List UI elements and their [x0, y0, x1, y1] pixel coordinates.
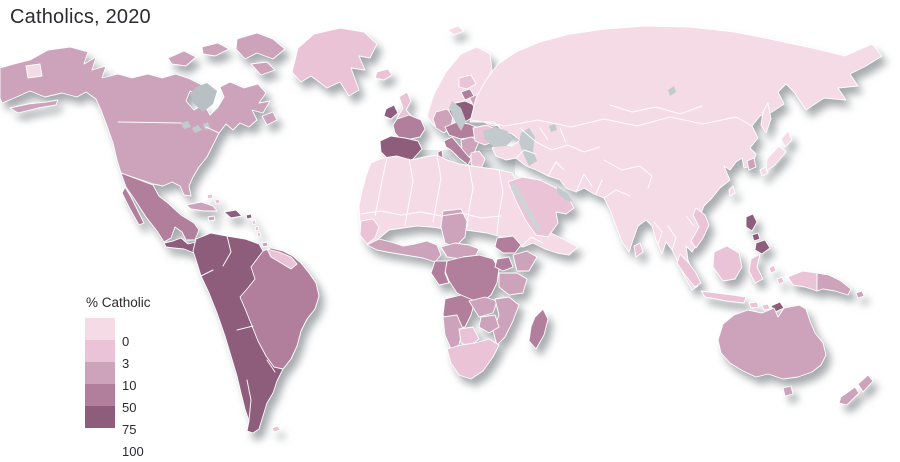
country-borders: [117, 104, 753, 421]
country-canada-usa: [0, 46, 271, 197]
country-sri-lanka: [633, 242, 644, 258]
country-trinidad: [261, 241, 269, 248]
country-south-africa: [446, 338, 500, 380]
caspian-sea: [519, 128, 537, 166]
aral-sea: [549, 124, 557, 132]
country-south-korea: [746, 157, 757, 171]
legend-swatch: [85, 362, 115, 384]
baltic-sea: [449, 101, 466, 131]
country-kenya: [512, 250, 538, 272]
legend-tick: 75: [122, 422, 137, 437]
country-greenland: [291, 27, 378, 97]
legend-swatch: [85, 318, 115, 340]
page-title: Catholics, 2020: [10, 6, 151, 28]
legend-tick: 10: [122, 378, 137, 393]
legend-title: % Catholic: [86, 295, 151, 310]
country-zambia: [468, 296, 498, 318]
country-australia: [717, 304, 827, 397]
legend-swatch-column: [85, 318, 115, 428]
country-madagascar: [528, 308, 549, 350]
country-cuba: [185, 201, 218, 212]
country-namibia: [442, 314, 464, 350]
country-west-africa: [366, 238, 442, 263]
country-chukotka-fragment: [25, 63, 43, 79]
persian-gulf: [557, 187, 573, 202]
country-zimbabwe: [478, 314, 500, 334]
legend-tick: 0: [122, 334, 130, 349]
country-congo-gabon: [430, 260, 450, 286]
country-taiwan: [728, 185, 736, 197]
country-ireland: [383, 104, 399, 120]
country-puerto-rico: [245, 213, 253, 220]
legend-swatch: [85, 384, 115, 406]
country-falkland-islands: [271, 425, 281, 433]
country-papua-new-guinea: [816, 272, 865, 299]
country-new-zealand: [838, 374, 874, 406]
country-canadian-arctic-islands: [167, 32, 286, 76]
country-hispaniola: [223, 209, 243, 219]
legend-swatch: [85, 340, 115, 362]
red-sea: [511, 181, 541, 231]
country-mexico: [120, 172, 200, 243]
great-lakes: [181, 121, 210, 133]
country-latvia-estonia: [458, 74, 477, 90]
country-newfoundland: [261, 111, 278, 126]
legend-tick: 100: [122, 444, 144, 459]
country-jamaica: [207, 215, 216, 222]
black-sea: [483, 127, 514, 147]
hudson-bay: [190, 83, 217, 112]
country-vietnam: [690, 207, 710, 249]
country-iceland: [374, 68, 393, 81]
country-uganda: [494, 256, 514, 272]
landmasses-layer: [0, 25, 883, 434]
legend-tick: 3: [122, 356, 130, 371]
country-philippines: [745, 213, 771, 255]
legend-swatch: [85, 406, 115, 428]
country-sakhalin: [760, 102, 772, 134]
country-indonesia: [676, 245, 818, 311]
country-bahamas: [206, 193, 221, 205]
country-france: [392, 114, 426, 142]
country-brazil: [239, 247, 320, 370]
lake-baikal: [668, 86, 676, 96]
legend-tick: 50: [122, 400, 137, 415]
country-chad: [440, 208, 468, 248]
country-guyanas: [266, 248, 298, 270]
country-svalbard: [447, 25, 465, 36]
country-drc: [444, 254, 500, 304]
inland-seas-layer: [181, 83, 676, 231]
country-balkans: [460, 136, 480, 158]
country-lesser-antilles: [251, 219, 262, 238]
country-aleutian-tail: [9, 99, 59, 114]
country-lithuania: [460, 88, 475, 101]
legend: % Catholic 0 3 10 50 75 100: [84, 295, 214, 459]
country-cameroon-car: [440, 242, 480, 260]
country-tanzania: [498, 272, 528, 296]
country-south-sudan: [494, 235, 522, 254]
country-japan: [759, 130, 793, 177]
country-senegal-guinea: [359, 218, 380, 245]
